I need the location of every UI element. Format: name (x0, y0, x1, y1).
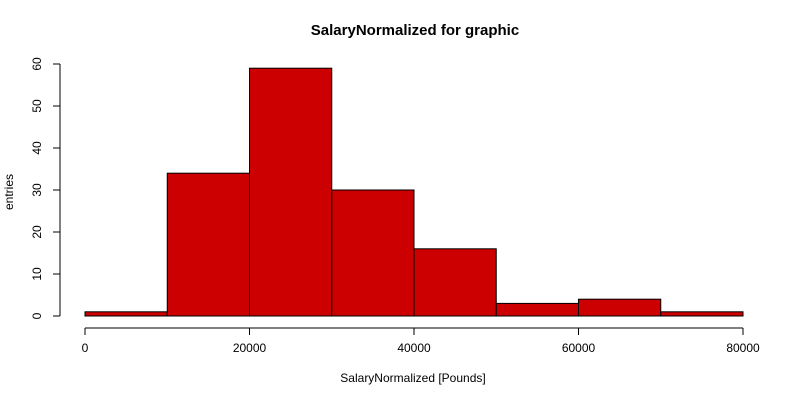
histogram-bar (249, 67, 333, 317)
y-tick-label: 10 (30, 267, 44, 281)
x-axis: 0 20000 40000 60000 80000 (82, 327, 760, 355)
x-tick-label: 60000 (562, 341, 596, 355)
bars-group (84, 67, 744, 317)
x-tick-label: 40000 (397, 341, 431, 355)
y-tick-label: 40 (30, 141, 44, 155)
y-tick-label: 60 (30, 57, 44, 71)
histogram-bar (495, 302, 579, 317)
x-axis-label: SalaryNormalized [Pounds] (340, 371, 485, 385)
y-axis-label: entries (2, 174, 16, 210)
y-tick-label: 20 (30, 225, 44, 239)
x-tick-label: 80000 (726, 341, 760, 355)
y-tick-label: 50 (30, 99, 44, 113)
y-tick-label: 30 (30, 183, 44, 197)
x-tick-label: 20000 (233, 341, 267, 355)
histogram-bar (331, 189, 415, 317)
histogram-bar (660, 311, 744, 317)
histogram-bar (84, 311, 168, 317)
x-tick-label: 0 (82, 341, 89, 355)
y-axis: 0 10 20 30 40 50 60 (30, 57, 61, 319)
y-tick-label: 0 (30, 312, 44, 319)
chart-title: SalaryNormalized for graphic (311, 22, 519, 39)
histogram-bar (166, 172, 250, 317)
histogram-bar (578, 298, 662, 317)
histogram-bar (413, 248, 497, 317)
